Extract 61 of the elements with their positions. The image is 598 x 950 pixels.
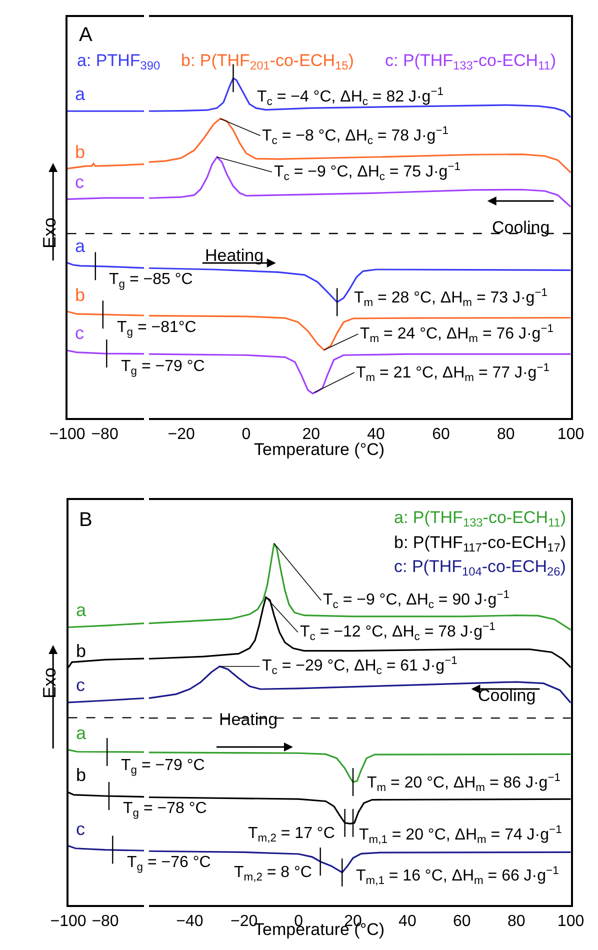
annotation: T$_{m}$ = 28 °C, ΔH$_{m}$ = 73 J·g$^{−1}$	[354, 287, 548, 310]
series-label: a	[75, 84, 86, 104]
series-label: a	[75, 236, 86, 256]
annotation: T$_{g}$ = −79 °C	[121, 358, 205, 378]
series-label: c	[75, 323, 84, 343]
annotation: T$_{m}$ = 21 °C, ΔH$_{m}$ = 77 J·g$^{−1}$	[356, 362, 550, 384]
x-axis-title: Temperature (°C)	[254, 440, 385, 459]
text: a: P(THF$_{133}$-co-ECH$_{11}$)	[394, 508, 566, 530]
annotation: T$_{m,2}$ = 8 °C	[234, 864, 312, 884]
series-label: a	[76, 723, 87, 743]
series-label: c	[76, 819, 85, 839]
series-label: b	[76, 765, 86, 785]
annotation: T$_{m,1}$ = 20 °C, ΔH$_{m}$ = 74 J·g$^{−1}$	[359, 824, 562, 846]
series-label: b	[75, 285, 86, 305]
x-tick-label: −100	[50, 912, 86, 930]
annotation: T$_{g}$ = −76 °C	[127, 854, 211, 874]
x-tick-label: 60	[432, 426, 450, 443]
series-label: a	[76, 600, 87, 620]
x-tick-label: 100	[557, 426, 584, 443]
annotation: T$_{c}$ = −12 °C, ΔH$_{c}$ = 78 J·g$^{−1}$	[300, 621, 496, 644]
series-label: c	[75, 172, 84, 192]
annotation: T$_{m,1}$ = 16 °C, ΔH$_{m}$ = 66 J·g$^{−1}$	[356, 865, 559, 888]
x-tick-label: 80	[507, 912, 526, 930]
x-tick-label: 0	[242, 426, 251, 443]
annotation: T$_{c}$ = −29 °C, ΔH$_{c}$ = 61 J·g$^{−1}$	[262, 655, 458, 678]
annotation: T$_{c}$ = −9 °C, ΔH$_{c}$ = 75 J·g$^{−1}$	[274, 161, 460, 184]
x-tick-label: −80	[91, 426, 118, 443]
text: c: P(THF$_{133}$-co-ECH$_{11}$)	[385, 51, 556, 73]
annotation: Heating	[205, 246, 264, 265]
chart-title: A	[79, 24, 93, 46]
annotation: Cooling	[492, 218, 550, 237]
x-tick-label: 100	[557, 912, 584, 930]
annotation: T$_{c}$ = −8 °C, ΔH$_{c}$ = 78 J·g$^{−1}$	[262, 125, 448, 148]
x-tick-label: 40	[398, 912, 416, 930]
annotation: c: P(THF$_{104}$-co-ECH$_{26}$)	[394, 557, 566, 579]
text: b: P(THF$_{201}$-co-ECH$_{15}$)	[181, 51, 354, 73]
x-tick-label: −20	[168, 426, 195, 443]
x-tick-label: 40	[367, 426, 386, 443]
annotation: T$_{c}$ = −9 °C, ΔH$_{c}$ = 90 J·g$^{−1}$	[323, 589, 510, 612]
annotation: T$_{m,2}$ = 17 °C	[248, 825, 335, 844]
annotation: Cooling	[478, 686, 536, 705]
annotation: T$_{c}$ = −4 °C, ΔH$_{c}$ = 82 J·g$^{−1}$	[257, 86, 444, 108]
annotation: b: P(THF$_{117}$-co-ECH$_{17}$)	[394, 533, 566, 555]
annotation: T$_{g}$ = −81°C	[117, 319, 196, 338]
annotation: T$_{g}$ = −85 °C	[109, 271, 193, 290]
x-tick-label: −40	[176, 912, 204, 930]
x-tick-label: −80	[92, 912, 119, 930]
x-tick-label: −100	[49, 426, 86, 443]
annotation: T$_{m}$ = 24 °C, ΔH$_{m}$ = 76 J·g$^{−1}$	[360, 323, 554, 346]
chart-title: B	[79, 509, 92, 531]
annotation: T$_{g}$ = −79 °C	[121, 757, 205, 776]
x-tick-label: 80	[496, 426, 515, 443]
series-label: c	[76, 675, 85, 695]
text: a: PTHF$_{390}$	[77, 51, 161, 73]
legend-label: b	[76, 641, 86, 661]
annotation: T$_{m}$ = 20 °C, ΔH$_{m}$ = 86 J·g$^{−1}$	[367, 772, 560, 794]
annotation: T$_{g}$ = −78 °C	[123, 800, 207, 820]
x-tick-label: 20	[302, 426, 320, 443]
annotation: Heating	[219, 710, 278, 729]
series-label: b	[75, 142, 86, 162]
x-tick-label: 60	[453, 912, 471, 930]
